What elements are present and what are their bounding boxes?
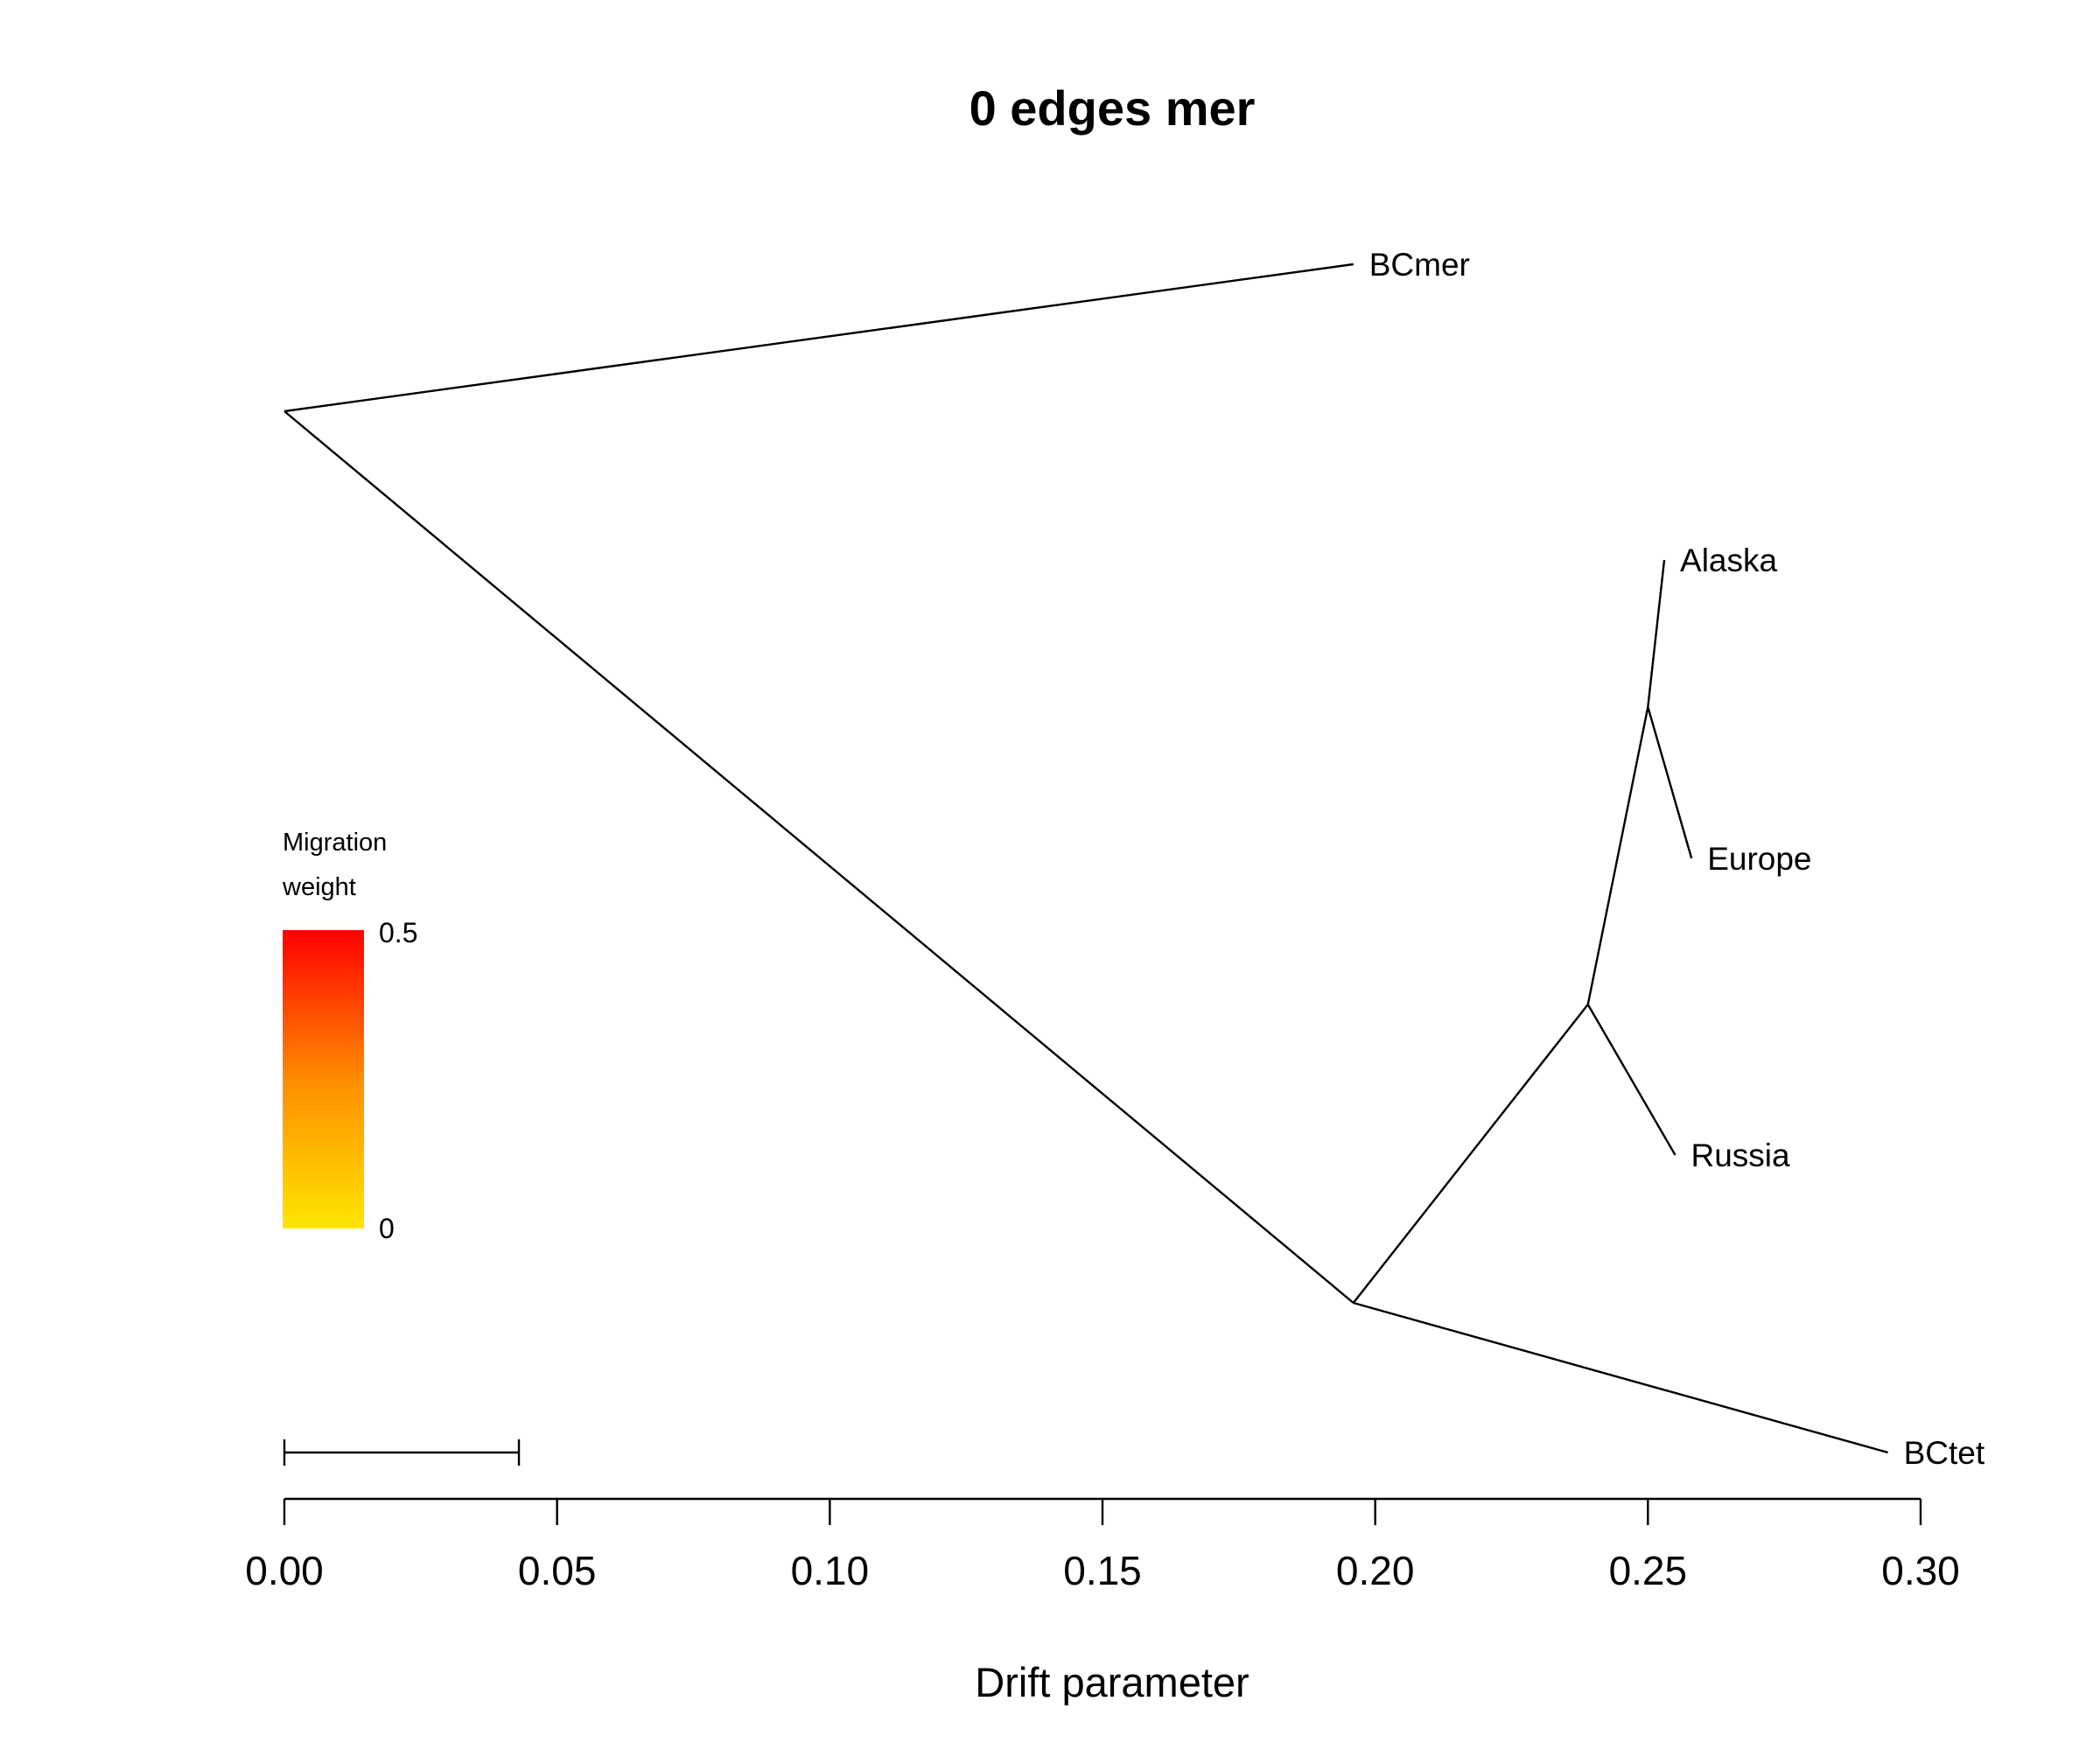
branch-node_c-Alaska xyxy=(1647,559,1666,708)
branch-node_a-BCtet xyxy=(1353,1301,1888,1454)
x-tick-label-0: 0.00 xyxy=(245,1548,324,1593)
tip-labels: BCmer Alaska Europe Russia BCtet xyxy=(1369,247,1985,1471)
branch-node_a-node_b xyxy=(1352,1004,1589,1304)
tip-label-bcmer: BCmer xyxy=(1369,247,1470,283)
x-tick-label-4: 0.20 xyxy=(1336,1548,1415,1593)
legend-title-line-2: weight xyxy=(282,873,356,901)
x-tick-label-1: 0.05 xyxy=(518,1548,597,1593)
x-tick-label-6: 0.30 xyxy=(1881,1548,1960,1593)
branch-node_b-Russia xyxy=(1586,1004,1676,1156)
tree-branches xyxy=(284,262,1888,1454)
branch-node_c-Europe xyxy=(1647,706,1693,859)
x-tick-label-2: 0.10 xyxy=(791,1548,870,1593)
branch-root-node_a xyxy=(284,410,1354,1304)
legend-color-gradient xyxy=(283,930,364,1228)
branch-node_b-node_c xyxy=(1586,706,1649,1005)
chart-title: 0 edges mer xyxy=(970,80,1256,136)
migration-weight-legend: Migration weight 0.5 0 xyxy=(282,829,417,1244)
tip-label-alaska: Alaska xyxy=(1680,542,1777,578)
x-axis: 0.00 0.05 0.10 0.15 0.20 0.25 0.30 xyxy=(245,1497,1960,1593)
tip-label-europe: Europe xyxy=(1707,841,1811,877)
legend-title-line-1: Migration xyxy=(283,829,387,857)
legend-max-label: 0.5 xyxy=(379,917,417,948)
branch-root-BCmer xyxy=(284,262,1354,413)
x-tick-label-3: 0.15 xyxy=(1063,1548,1142,1593)
tip-label-bctet: BCtet xyxy=(1904,1435,1985,1471)
x-axis-title: Drift parameter xyxy=(975,1659,1249,1705)
tip-label-russia: Russia xyxy=(1691,1138,1791,1173)
legend-min-label: 0 xyxy=(379,1213,395,1244)
x-tick-label-5: 0.25 xyxy=(1609,1548,1688,1593)
drift-scale-bar xyxy=(283,1439,521,1466)
